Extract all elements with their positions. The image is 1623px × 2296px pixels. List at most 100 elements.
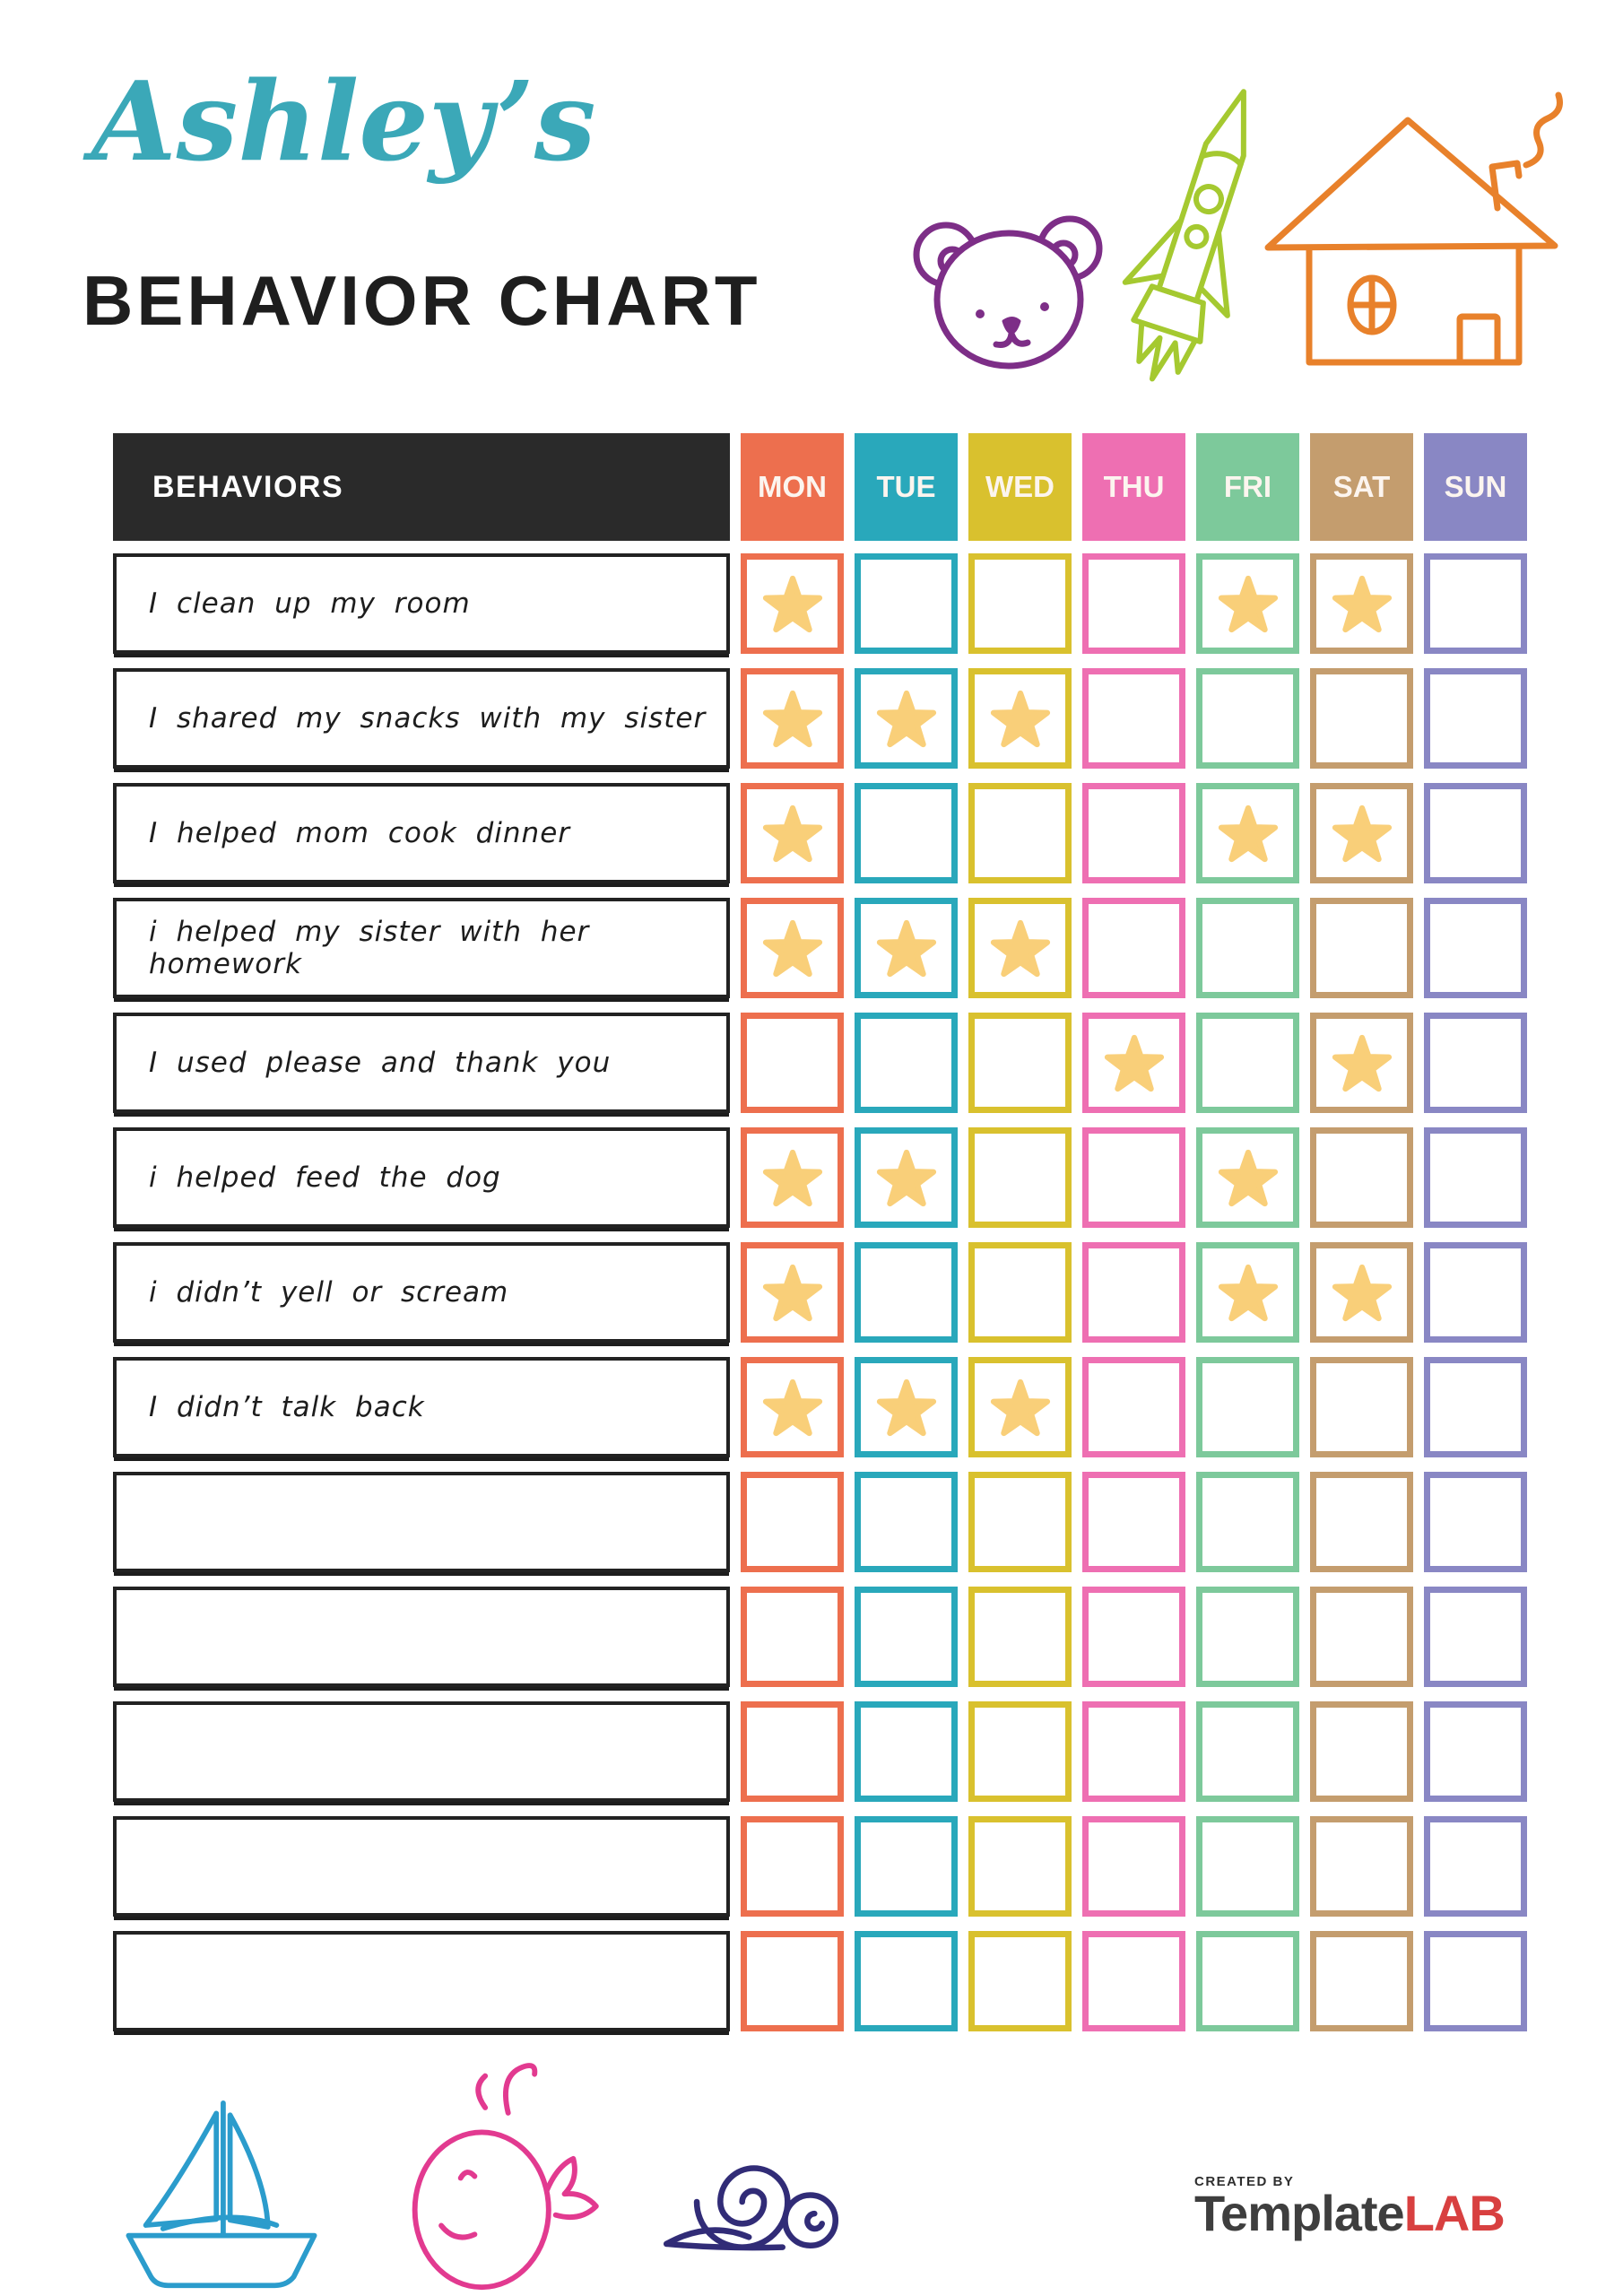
checkbox-thu[interactable] <box>1082 1816 1185 1917</box>
checkbox-fri[interactable] <box>1196 1357 1299 1457</box>
checkbox-mon[interactable] <box>741 783 844 883</box>
checkbox-thu[interactable] <box>1082 1242 1185 1343</box>
checkbox-mon[interactable] <box>741 668 844 769</box>
checkbox-sun[interactable] <box>1424 553 1527 654</box>
checkbox-sun[interactable] <box>1424 1357 1527 1457</box>
checkbox-thu[interactable] <box>1082 1701 1185 1802</box>
checkbox-sun[interactable] <box>1424 1587 1527 1687</box>
behavior-label-cell[interactable] <box>113 1816 730 1917</box>
behavior-label-cell[interactable] <box>113 1701 730 1802</box>
checkbox-mon[interactable] <box>741 1701 844 1802</box>
checkbox-sun[interactable] <box>1424 1701 1527 1802</box>
checkbox-wed[interactable] <box>968 1931 1072 2031</box>
checkbox-sat[interactable] <box>1310 1127 1413 1228</box>
checkbox-mon[interactable] <box>741 1472 844 1572</box>
checkbox-fri[interactable] <box>1196 1013 1299 1113</box>
checkbox-sun[interactable] <box>1424 668 1527 769</box>
checkbox-fri[interactable] <box>1196 1242 1299 1343</box>
checkbox-sat[interactable] <box>1310 553 1413 654</box>
checkbox-sun[interactable] <box>1424 1127 1527 1228</box>
checkbox-sun[interactable] <box>1424 783 1527 883</box>
checkbox-sat[interactable] <box>1310 1013 1413 1113</box>
behavior-label-cell[interactable] <box>113 1931 730 2031</box>
checkbox-thu[interactable] <box>1082 1931 1185 2031</box>
behavior-label-cell[interactable]: I helped mom cook dinner <box>113 783 730 883</box>
checkbox-wed[interactable] <box>968 1357 1072 1457</box>
checkbox-mon[interactable] <box>741 1242 844 1343</box>
checkbox-thu[interactable] <box>1082 1127 1185 1228</box>
checkbox-sat[interactable] <box>1310 898 1413 998</box>
checkbox-wed[interactable] <box>968 1816 1072 1917</box>
checkbox-sun[interactable] <box>1424 1931 1527 2031</box>
checkbox-tue[interactable] <box>855 553 958 654</box>
checkbox-wed[interactable] <box>968 1472 1072 1572</box>
checkbox-tue[interactable] <box>855 1931 958 2031</box>
checkbox-sun[interactable] <box>1424 1013 1527 1113</box>
checkbox-fri[interactable] <box>1196 783 1299 883</box>
checkbox-tue[interactable] <box>855 1357 958 1457</box>
behavior-label-cell[interactable]: i helped feed the dog <box>113 1127 730 1228</box>
checkbox-mon[interactable] <box>741 1931 844 2031</box>
checkbox-sat[interactable] <box>1310 1472 1413 1572</box>
checkbox-wed[interactable] <box>968 1127 1072 1228</box>
checkbox-sun[interactable] <box>1424 1816 1527 1917</box>
checkbox-tue[interactable] <box>855 1701 958 1802</box>
checkbox-sat[interactable] <box>1310 1931 1413 2031</box>
checkbox-mon[interactable] <box>741 1357 844 1457</box>
checkbox-wed[interactable] <box>968 783 1072 883</box>
checkbox-thu[interactable] <box>1082 668 1185 769</box>
checkbox-thu[interactable] <box>1082 1587 1185 1687</box>
checkbox-fri[interactable] <box>1196 1931 1299 2031</box>
checkbox-mon[interactable] <box>741 1587 844 1687</box>
behavior-label-cell[interactable]: I used please and thank you <box>113 1013 730 1113</box>
checkbox-sat[interactable] <box>1310 1357 1413 1457</box>
checkbox-wed[interactable] <box>968 1013 1072 1113</box>
checkbox-fri[interactable] <box>1196 1701 1299 1802</box>
behavior-label-cell[interactable] <box>113 1587 730 1687</box>
checkbox-fri[interactable] <box>1196 1816 1299 1917</box>
checkbox-sat[interactable] <box>1310 783 1413 883</box>
checkbox-sat[interactable] <box>1310 1701 1413 1802</box>
checkbox-sat[interactable] <box>1310 1242 1413 1343</box>
checkbox-fri[interactable] <box>1196 668 1299 769</box>
behavior-label-cell[interactable] <box>113 1472 730 1572</box>
checkbox-tue[interactable] <box>855 1242 958 1343</box>
checkbox-wed[interactable] <box>968 668 1072 769</box>
checkbox-tue[interactable] <box>855 1472 958 1572</box>
checkbox-wed[interactable] <box>968 1587 1072 1687</box>
behavior-label-cell[interactable]: I shared my snacks with my sister <box>113 668 730 769</box>
checkbox-mon[interactable] <box>741 1013 844 1113</box>
checkbox-fri[interactable] <box>1196 898 1299 998</box>
checkbox-mon[interactable] <box>741 898 844 998</box>
checkbox-thu[interactable] <box>1082 898 1185 998</box>
checkbox-mon[interactable] <box>741 553 844 654</box>
checkbox-sun[interactable] <box>1424 898 1527 998</box>
checkbox-fri[interactable] <box>1196 1472 1299 1572</box>
checkbox-thu[interactable] <box>1082 1013 1185 1113</box>
checkbox-sat[interactable] <box>1310 1587 1413 1687</box>
checkbox-sun[interactable] <box>1424 1472 1527 1572</box>
checkbox-mon[interactable] <box>741 1816 844 1917</box>
checkbox-sat[interactable] <box>1310 1816 1413 1917</box>
checkbox-tue[interactable] <box>855 898 958 998</box>
checkbox-thu[interactable] <box>1082 783 1185 883</box>
checkbox-tue[interactable] <box>855 783 958 883</box>
checkbox-thu[interactable] <box>1082 553 1185 654</box>
checkbox-tue[interactable] <box>855 1587 958 1687</box>
behavior-label-cell[interactable]: I clean up my room <box>113 553 730 654</box>
checkbox-mon[interactable] <box>741 1127 844 1228</box>
checkbox-tue[interactable] <box>855 1127 958 1228</box>
checkbox-thu[interactable] <box>1082 1472 1185 1572</box>
checkbox-fri[interactable] <box>1196 553 1299 654</box>
checkbox-wed[interactable] <box>968 1242 1072 1343</box>
behavior-label-cell[interactable]: I didn’t talk back <box>113 1357 730 1457</box>
checkbox-fri[interactable] <box>1196 1587 1299 1687</box>
checkbox-wed[interactable] <box>968 898 1072 998</box>
checkbox-sat[interactable] <box>1310 668 1413 769</box>
checkbox-tue[interactable] <box>855 1013 958 1113</box>
behavior-label-cell[interactable]: i helped my sister with her homework <box>113 898 730 998</box>
checkbox-tue[interactable] <box>855 668 958 769</box>
checkbox-fri[interactable] <box>1196 1127 1299 1228</box>
checkbox-sun[interactable] <box>1424 1242 1527 1343</box>
checkbox-thu[interactable] <box>1082 1357 1185 1457</box>
